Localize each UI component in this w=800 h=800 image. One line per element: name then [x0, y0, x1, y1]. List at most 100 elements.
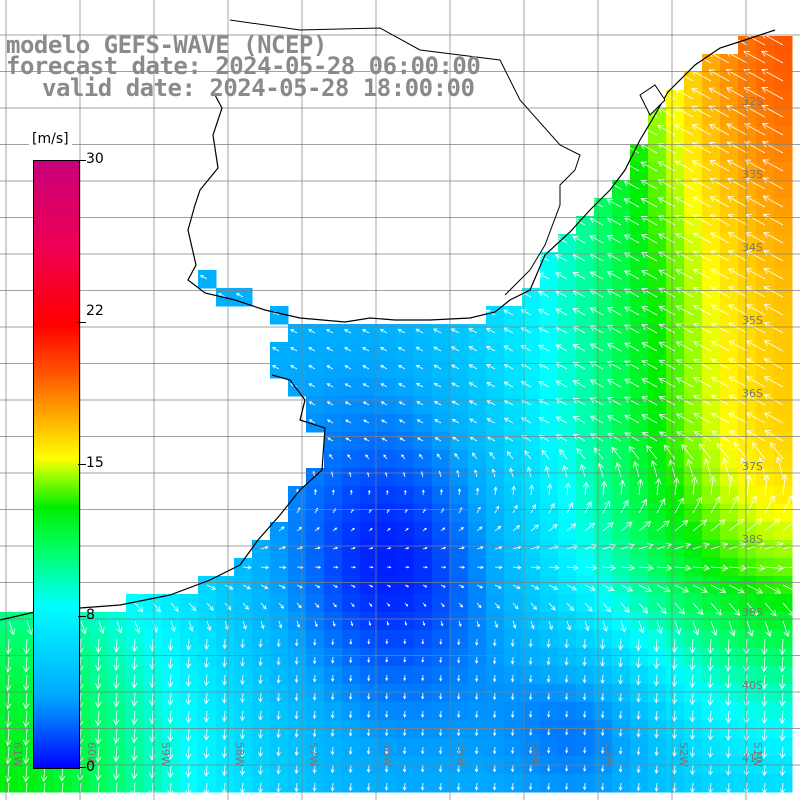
wind-cell	[738, 360, 757, 379]
wind-cell	[774, 144, 793, 163]
wind-arrow	[185, 764, 192, 778]
wind-arrow	[167, 674, 174, 688]
wind-arrow	[456, 764, 461, 773]
wind-cell	[576, 252, 595, 271]
wind-arrow	[457, 674, 461, 682]
wind-arrow	[725, 87, 748, 100]
wind-arrow	[404, 602, 409, 607]
wind-cell	[522, 360, 541, 379]
wind-cell	[468, 450, 487, 469]
wind-arrow	[468, 346, 478, 352]
wind-arrow	[618, 479, 626, 496]
wind-arrow	[312, 782, 317, 792]
wind-arrow	[674, 160, 694, 172]
wind-arrow	[22, 746, 30, 765]
wind-cell	[432, 432, 451, 451]
wind-arrow	[725, 638, 732, 655]
wind-cell	[666, 108, 685, 127]
wind-arrow	[693, 377, 712, 388]
wind-arrow	[725, 746, 732, 759]
wind-arrow	[763, 358, 784, 370]
wind-arrow	[726, 177, 748, 190]
wind-arrow	[276, 710, 281, 721]
wind-cell	[612, 360, 631, 379]
wind-arrow	[131, 782, 138, 798]
wind-arrow	[170, 620, 176, 633]
wind-cell	[702, 252, 721, 271]
wind-arrow	[421, 692, 425, 700]
wind-cell	[414, 468, 433, 487]
wind-arrow	[548, 584, 559, 590]
wind-cell	[324, 450, 343, 469]
wind-arrow	[312, 692, 317, 701]
wind-cell	[378, 378, 397, 397]
wind-arrow	[185, 674, 192, 687]
wind-arrow	[583, 764, 587, 772]
wind-cell	[594, 306, 613, 325]
wind-cell	[702, 216, 721, 235]
wind-arrow	[654, 692, 659, 704]
wind-arrow	[421, 710, 425, 718]
wind-arrow	[745, 322, 766, 334]
wind-arrow	[624, 396, 640, 406]
wind-cell	[702, 360, 721, 379]
wind-cell	[594, 324, 613, 343]
wind-cell	[360, 450, 379, 469]
wind-cell	[594, 234, 613, 253]
wind-arrow	[385, 674, 389, 682]
wind-cell	[720, 54, 739, 73]
wind-cell	[630, 378, 649, 397]
wind-arrow	[698, 443, 712, 460]
wind-arrow	[420, 764, 425, 773]
wind-arrow	[294, 782, 299, 793]
wind-arrow	[385, 692, 389, 700]
wind-cell	[612, 486, 631, 505]
wind-arrow	[380, 401, 388, 406]
wind-arrow	[489, 451, 496, 460]
wind-cell	[756, 144, 775, 163]
wind-cell	[486, 360, 505, 379]
wind-arrow	[564, 656, 569, 666]
wind-arrow	[709, 232, 730, 244]
wind-arrow	[671, 710, 678, 722]
wind-arrow	[40, 782, 48, 800]
wind-cell	[738, 216, 757, 235]
wind-arrow	[782, 564, 800, 572]
wind-arrow	[546, 656, 551, 666]
wind-arrow	[276, 692, 281, 702]
wind-cell	[702, 54, 721, 73]
wind-arrow	[582, 782, 587, 791]
wind-cell	[756, 162, 775, 181]
wind-arrow	[492, 692, 497, 701]
wind-arrow	[58, 782, 66, 800]
wind-arrow	[206, 602, 214, 611]
wind-arrow	[326, 419, 334, 424]
wind-arrow	[368, 584, 374, 588]
wind-arrow	[600, 764, 605, 773]
wind-arrow	[294, 764, 299, 775]
wind-arrow	[624, 414, 640, 424]
wind-arrow	[312, 764, 317, 774]
wind-arrow	[384, 782, 389, 791]
wind-arrow	[312, 674, 317, 683]
wind-cell	[612, 180, 631, 199]
wind-arrow	[611, 446, 622, 460]
wind-arrow	[606, 235, 622, 244]
wind-cell	[720, 306, 739, 325]
wind-arrow	[506, 451, 514, 460]
wind-arrow	[725, 710, 732, 724]
wind-cell	[414, 414, 433, 433]
wind-arrow	[503, 345, 514, 352]
wind-cell	[522, 414, 541, 433]
wind-arrow	[584, 620, 590, 632]
wind-arrow	[296, 584, 304, 589]
wind-arrow	[638, 620, 645, 634]
wind-arrow	[547, 710, 551, 718]
wind-arrow	[709, 475, 716, 496]
wind-arrow	[779, 764, 786, 777]
wind-arrow	[434, 419, 442, 424]
wind-arrow	[707, 710, 714, 724]
wind-cell	[720, 414, 739, 433]
wind-arrow	[258, 782, 263, 794]
